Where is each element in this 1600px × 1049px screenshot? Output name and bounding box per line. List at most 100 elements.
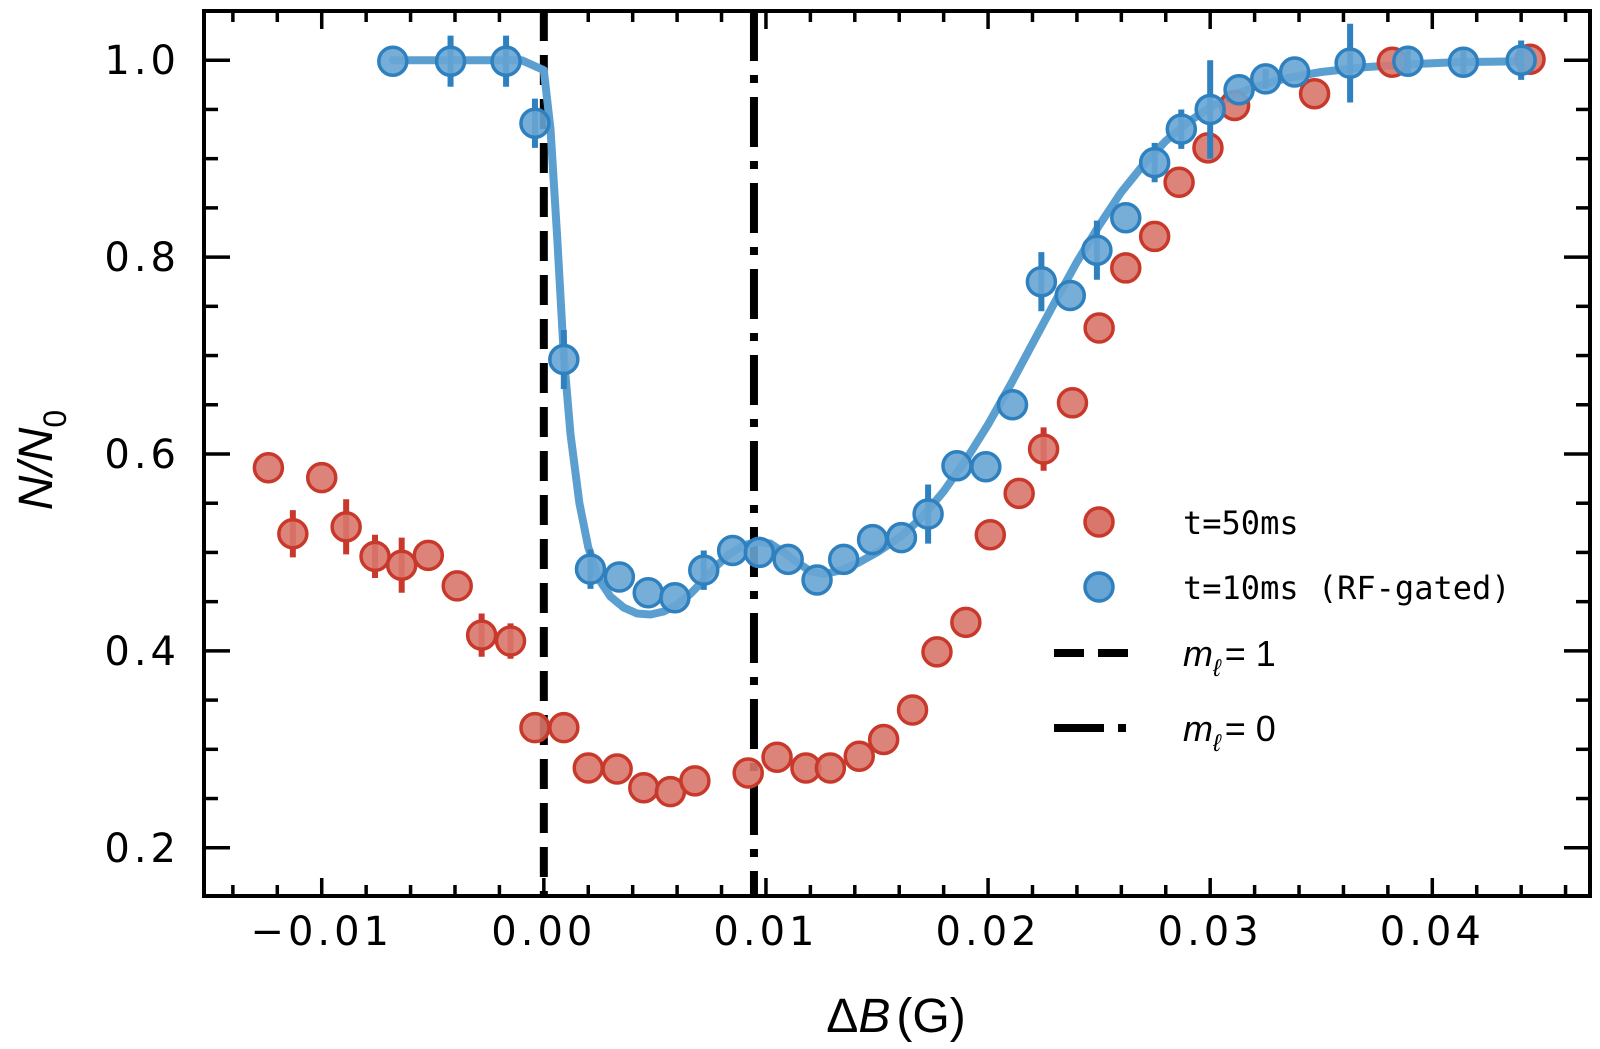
data-point <box>801 564 833 596</box>
data-point <box>1056 387 1089 419</box>
legend-ml0-rest: = 0 <box>1225 708 1276 749</box>
series-t50ms <box>252 43 1546 808</box>
data-point <box>659 581 691 614</box>
legend-ml1-sub: ℓ <box>1212 655 1222 682</box>
data-point <box>603 561 636 593</box>
legend-ml1-rest: = 1 <box>1225 633 1276 674</box>
data-point <box>896 694 929 726</box>
legend-item-ml0: mℓ = 0 <box>1054 708 1276 757</box>
data-point <box>1027 433 1060 465</box>
y-axis-title-slash: / <box>10 458 63 479</box>
data-point <box>772 543 804 576</box>
data-point <box>732 757 764 789</box>
data-point <box>441 570 473 602</box>
legend-item-t50: t=50ms <box>1083 504 1299 542</box>
data-point <box>1083 312 1115 344</box>
data-point <box>843 740 875 772</box>
data-point <box>434 45 467 77</box>
y-tick-label: 0.2 <box>104 826 180 872</box>
data-point <box>305 461 338 494</box>
data-point <box>490 45 522 77</box>
y-tick-label: 1.0 <box>104 38 180 84</box>
data-point <box>1081 234 1113 266</box>
legend-marker-red-circle <box>1083 506 1115 538</box>
x-axis-title-delta: Δ <box>826 990 858 1043</box>
legend-label-ml0: mℓ = 0 <box>1183 708 1276 757</box>
data-point <box>1003 477 1035 510</box>
data-point <box>743 536 776 569</box>
data-point <box>1505 44 1537 76</box>
legend-ml0-sub: ℓ <box>1212 730 1222 757</box>
x-tick-label: −0.01 <box>250 909 393 955</box>
data-point <box>412 539 445 572</box>
y-axis-title-sub: 0 <box>37 410 73 428</box>
data-point <box>519 107 551 139</box>
data-point <box>1334 47 1366 79</box>
data-point <box>827 543 860 576</box>
tick-labels: −0.01 0.00 0.01 0.02 0.03 0.04 0.2 0.4 0.6 0.8 1.0 <box>104 38 1485 955</box>
data-point <box>574 553 607 585</box>
data-point <box>1054 279 1086 312</box>
data-point <box>1194 93 1226 126</box>
y-tick-label: 0.6 <box>104 432 180 478</box>
data-point <box>1110 252 1142 284</box>
data-point <box>601 753 633 785</box>
x-axis-title-var: B <box>858 990 890 1043</box>
data-point <box>385 549 418 581</box>
data-point <box>996 389 1029 421</box>
data-point <box>1138 146 1171 179</box>
data-point <box>950 606 982 639</box>
y-tick-label: 0.8 <box>104 235 180 281</box>
legend-label-t50: t=50ms <box>1183 504 1299 542</box>
legend-marker-blue-circle <box>1083 571 1115 603</box>
legend-item-t10: t=10ms (RF-gated) <box>1083 569 1511 607</box>
x-axis-title: ΔB (G) <box>826 990 965 1043</box>
data-point <box>1278 56 1311 88</box>
y-axis-title-num: N <box>10 475 63 510</box>
data-point <box>970 451 1002 483</box>
data-point <box>1025 265 1058 298</box>
legend-ml0-var: m <box>1183 708 1213 749</box>
data-point <box>632 577 664 609</box>
data-point <box>716 534 749 567</box>
data-point <box>912 498 944 530</box>
data-point <box>1392 45 1424 77</box>
data-point <box>1447 46 1480 78</box>
legend-label-ml1: mℓ = 1 <box>1183 633 1276 682</box>
data-point <box>921 636 953 668</box>
x-tick-label: 0.01 <box>713 909 818 955</box>
data-point <box>277 517 309 550</box>
data-point <box>941 450 973 482</box>
x-axis-title-unit: (G) <box>896 990 965 1043</box>
data-point <box>519 711 551 744</box>
data-point <box>974 518 1007 551</box>
data-point <box>548 711 580 744</box>
y-tick-label: 0.4 <box>104 629 180 675</box>
x-tick-label: 0.03 <box>1158 909 1263 955</box>
data-point <box>1110 201 1142 234</box>
legend: t=50ms t=10ms (RF-gated) mℓ = 1 mℓ = 0 <box>1054 504 1511 757</box>
data-point <box>1298 77 1331 110</box>
legend-item-ml1: mℓ = 1 <box>1054 633 1276 682</box>
data-point <box>359 540 391 573</box>
data-point <box>688 554 720 586</box>
data-point <box>679 765 711 797</box>
data-point <box>856 523 889 556</box>
data-point <box>252 452 285 484</box>
vertical-lines <box>539 11 758 896</box>
data-point <box>867 723 900 756</box>
x-tick-label: 0.02 <box>936 909 1041 955</box>
y-axis-title: N/N0 <box>10 410 73 510</box>
x-tick-label: 0.00 <box>491 909 596 955</box>
legend-ml1-var: m <box>1183 633 1213 674</box>
axis-ticks <box>204 9 1590 896</box>
y-axis-title-den: N <box>10 427 63 462</box>
x-tick-label: 0.04 <box>1380 909 1485 955</box>
data-point <box>494 625 527 657</box>
data-point <box>1165 113 1198 145</box>
data-point <box>1163 166 1195 199</box>
data-point <box>628 771 660 804</box>
data-point <box>572 752 605 784</box>
data-point <box>885 521 918 554</box>
